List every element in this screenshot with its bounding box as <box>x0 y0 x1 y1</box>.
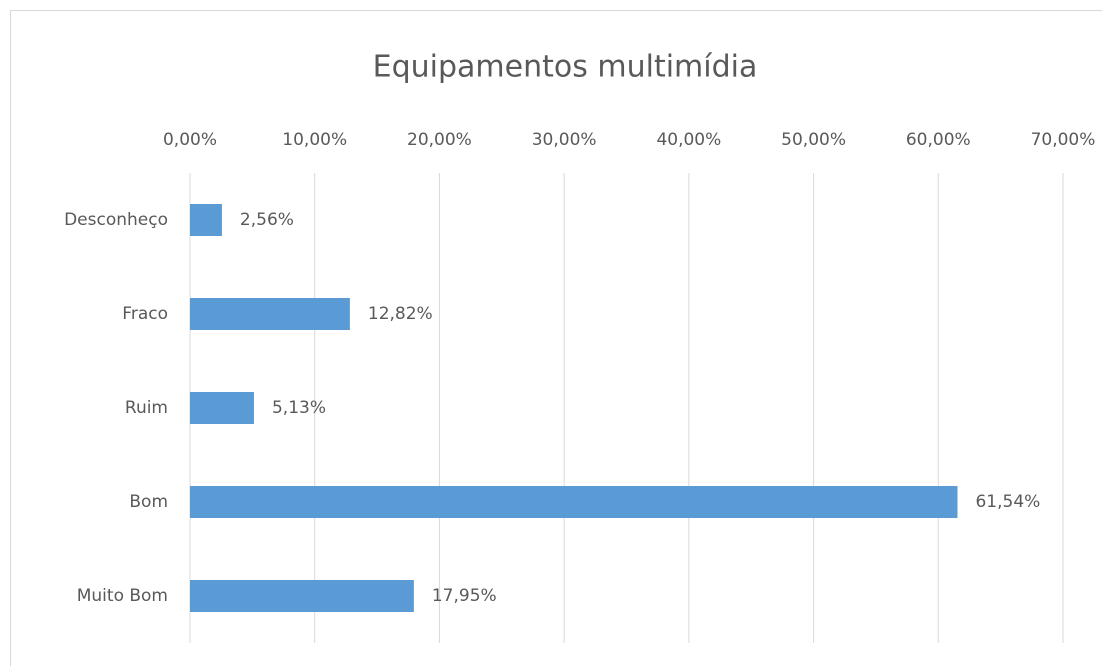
x-tick-label: 70,00% <box>1031 130 1096 150</box>
bar <box>190 486 958 518</box>
y-tick-label: Muito Bom <box>77 586 168 606</box>
data-label: 2,56% <box>240 210 294 230</box>
bar <box>190 204 222 236</box>
x-tick-label: 60,00% <box>906 130 971 150</box>
y-tick-label: Desconheço <box>64 210 168 230</box>
chart-title: Equipamentos multimídia <box>373 50 758 85</box>
bar <box>190 298 350 330</box>
data-label: 12,82% <box>368 304 433 324</box>
y-tick-label: Ruim <box>125 398 168 418</box>
data-label: 5,13% <box>272 398 326 418</box>
x-tick-label: 30,00% <box>532 130 597 150</box>
y-tick-label: Fraco <box>122 304 168 324</box>
bar <box>190 392 254 424</box>
bar <box>190 580 414 612</box>
x-tick-label: 0,00% <box>163 130 217 150</box>
y-tick-label: Bom <box>129 492 168 512</box>
x-tick-label: 40,00% <box>656 130 721 150</box>
chart-border <box>10 10 1102 666</box>
x-tick-label: 10,00% <box>282 130 347 150</box>
x-tick-label: 20,00% <box>407 130 472 150</box>
data-label: 17,95% <box>432 586 497 606</box>
data-label: 61,54% <box>975 492 1040 512</box>
x-tick-label: 50,00% <box>781 130 846 150</box>
